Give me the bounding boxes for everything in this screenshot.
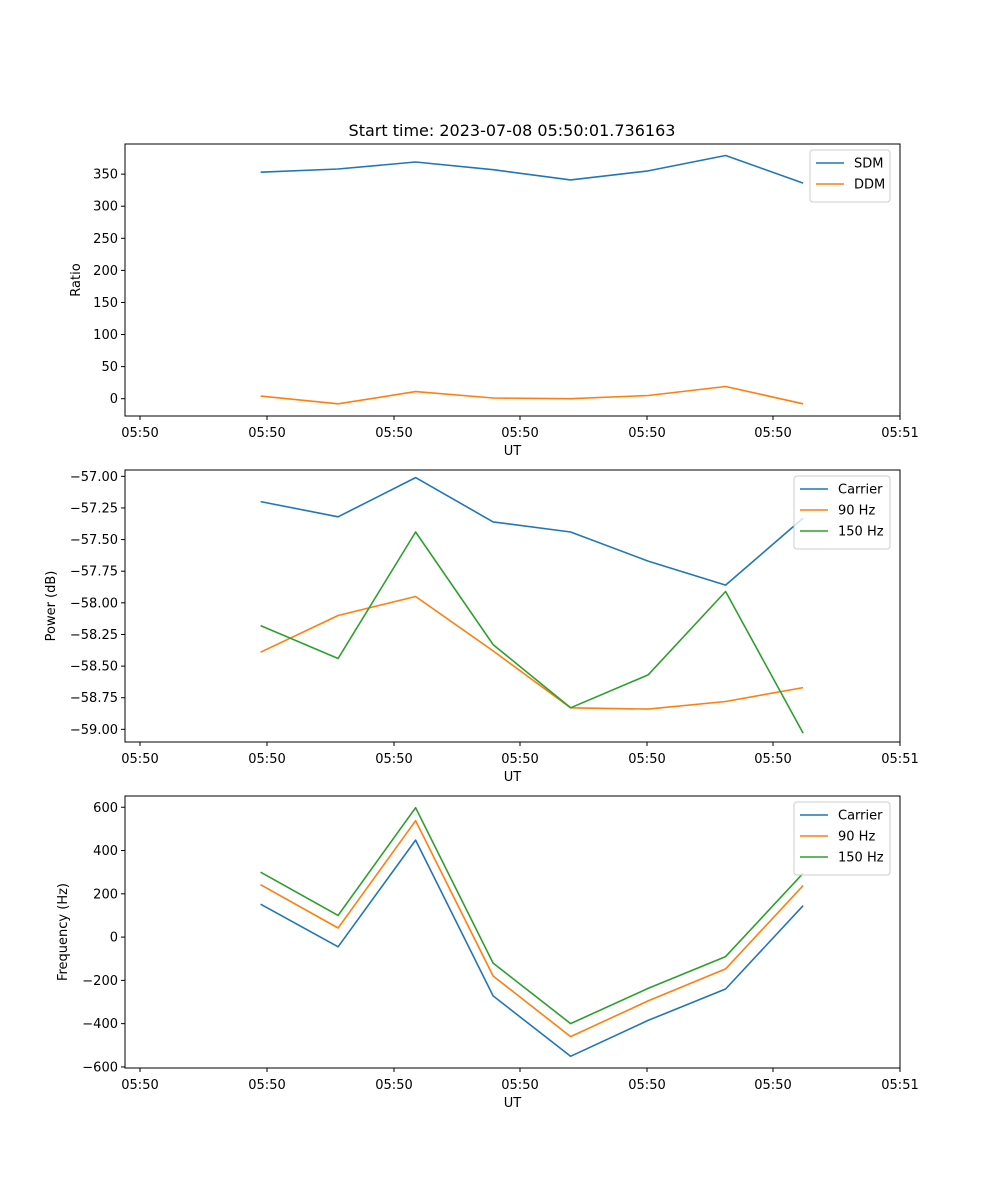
x-tick-label: 05:50 — [121, 426, 158, 441]
legend-label: 150 Hz — [838, 525, 884, 540]
x-tick-label: 05:50 — [628, 1078, 665, 1093]
axes-frame — [124, 469, 901, 743]
y-tick-label: −200 — [82, 974, 118, 989]
series-line-90-hz — [260, 595, 804, 710]
chart-title: Start time: 2023-07-08 05:50:01.736163 — [349, 121, 676, 140]
x-tick-label: 05:50 — [248, 1078, 285, 1093]
x-tick-label: 05:50 — [628, 752, 665, 767]
x-tick-label: 05:50 — [628, 426, 665, 441]
legend-label: 90 Hz — [838, 830, 875, 845]
x-axis-label: UT — [504, 1096, 522, 1111]
x-tick-label: 05:50 — [501, 752, 538, 767]
y-tick-label: −58.75 — [70, 691, 118, 706]
y-tick-label: −58.50 — [70, 660, 118, 675]
y-tick-label: −57.25 — [70, 501, 118, 516]
y-tick-label: 300 — [93, 200, 118, 215]
axes-frame — [124, 143, 901, 417]
y-tick-label: −58.25 — [70, 628, 118, 643]
x-tick-label: 05:50 — [375, 426, 412, 441]
y-tick-label: 600 — [93, 801, 118, 816]
y-tick-label: 350 — [93, 168, 118, 183]
series-line-150-hz — [260, 806, 804, 1025]
series-line-90-hz — [260, 819, 804, 1038]
x-tick-label: 05:51 — [881, 752, 918, 767]
y-tick-label: −59.00 — [70, 723, 118, 738]
y-tick-label: 100 — [93, 328, 118, 343]
axes-frame — [124, 795, 901, 1069]
legend-label: SDM — [854, 157, 883, 172]
y-tick-label: −58.00 — [70, 596, 118, 611]
x-tick-label: 05:50 — [248, 752, 285, 767]
frequency-plot: −600 −400 −200 0 200 400 600 05:50 05:50 05:50 05:… — [56, 795, 919, 1111]
x-tick-label: 05:50 — [754, 1078, 791, 1093]
x-tick-label: 05:50 — [754, 752, 791, 767]
y-tick-label: −400 — [82, 1017, 118, 1032]
series-line-ddm — [260, 385, 804, 405]
x-axis-label: UT — [504, 770, 522, 785]
legend-label: Carrier — [838, 483, 883, 498]
y-tick-label: −57.50 — [70, 533, 118, 548]
y-tick-label: 400 — [93, 844, 118, 859]
y-tick-label: 200 — [93, 264, 118, 279]
x-tick-label: 05:50 — [375, 1078, 412, 1093]
y-tick-label: −57.00 — [70, 470, 118, 485]
y-tick-label: 150 — [93, 296, 118, 311]
x-tick-label: 05:50 — [501, 1078, 538, 1093]
x-tick-label: 05:50 — [375, 752, 412, 767]
y-tick-label: 0 — [110, 931, 118, 946]
power-plot: −59.00 −58.75 −58.50 −58.25 −58.00 −57.75 −57.… — [44, 469, 919, 785]
y-axis-label: Ratio — [69, 263, 84, 296]
x-tick-label: 05:51 — [881, 1078, 918, 1093]
y-axis-label: Frequency (Hz) — [56, 883, 71, 981]
y-tick-label: 0 — [110, 392, 118, 407]
x-tick-label: 05:51 — [881, 426, 918, 441]
y-tick-label: −600 — [82, 1060, 118, 1075]
series-line-carrier — [260, 839, 804, 1058]
y-tick-label: −57.75 — [70, 565, 118, 580]
x-tick-label: 05:50 — [754, 426, 791, 441]
series-line-carrier — [260, 476, 804, 586]
ratio-plot: 0 50 100 150 200 250 300 350 05:50 05:50 05:50 05:5… — [69, 143, 919, 459]
y-tick-label: 200 — [93, 887, 118, 902]
legend-label: DDM — [854, 178, 885, 193]
legend-label: Carrier — [838, 809, 883, 824]
x-tick-label: 05:50 — [248, 426, 285, 441]
x-tick-label: 05:50 — [121, 752, 158, 767]
x-tick-label: 05:50 — [501, 426, 538, 441]
x-tick-label: 05:50 — [121, 1078, 158, 1093]
y-tick-label: 50 — [101, 360, 118, 375]
legend-label: 150 Hz — [838, 851, 884, 866]
x-axis-label: UT — [504, 444, 522, 459]
series-line-150-hz — [260, 531, 804, 734]
series-line-sdm — [260, 154, 804, 184]
y-tick-label: 250 — [93, 232, 118, 247]
y-axis-label: Power (dB) — [44, 571, 59, 642]
legend-label: 90 Hz — [838, 504, 875, 519]
